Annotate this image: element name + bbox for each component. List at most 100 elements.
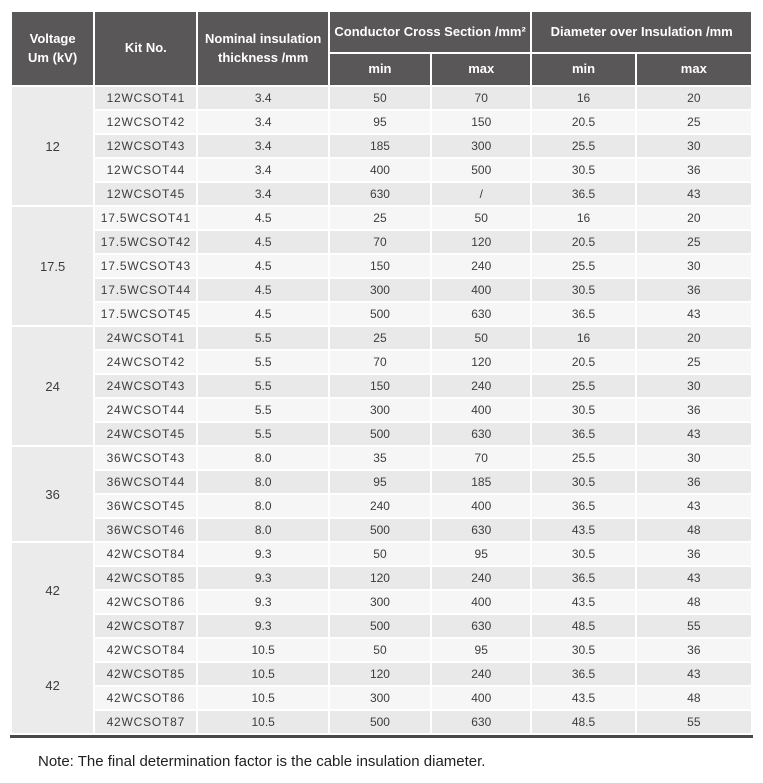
dia-min-cell: 25.5 [532,135,635,157]
thickness-cell: 8.0 [198,447,328,469]
dia-min-cell: 43.5 [532,687,635,709]
voltage-label: 12 [45,138,60,154]
ccs-max-cell: 630 [432,615,531,637]
voltage-cell: 42 42 [12,543,94,733]
dia-min-cell: 36.5 [532,495,635,517]
dia-min-cell: 20.5 [532,351,635,373]
dia-min-cell: 43.5 [532,519,635,541]
dia-max-cell: 30 [636,375,751,397]
kit-no-cell: 24WCSOT43 [95,375,197,397]
ccs-max-cell: 185 [432,471,531,493]
dia-max-cell: 36 [636,543,751,565]
dia-min-cell: 43.5 [532,591,635,613]
dia-max-cell: 36 [636,399,751,421]
ccs-max-cell: 500 [432,159,531,181]
ccs-max-cell: / [432,183,531,205]
dia-min-cell: 20.5 [532,111,635,133]
table-row: 42WCSOT86 9.3 300 400 43.5 48 [12,591,751,613]
dia-min-cell: 30.5 [532,471,635,493]
ccs-min-cell: 120 [329,567,431,589]
kit-no-cell: 12WCSOT45 [95,183,197,205]
thickness-cell: 3.4 [198,87,328,109]
table-row: 42WCSOT84 10.5 50 95 30.5 36 [12,639,751,661]
nominal-header-line2: thickness /mm [217,49,309,65]
ccs-min-cell: 500 [329,615,431,637]
table-row: 42WCSOT87 9.3 500 630 48.5 55 [12,615,751,637]
col-header-ccs-max: max [432,54,531,85]
ccs-max-cell: 630 [432,711,531,733]
dia-max-cell: 20 [636,327,751,349]
ccs-min-cell: 400 [329,159,431,181]
kit-no-cell: 17.5WCSOT44 [95,279,197,301]
dia-max-cell: 25 [636,231,751,253]
dia-max-cell: 43 [636,567,751,589]
thickness-cell: 8.0 [198,471,328,493]
thickness-cell: 10.5 [198,687,328,709]
thickness-cell: 4.5 [198,255,328,277]
table-row: 17.5WCSOT44 4.5 300 400 30.5 36 [12,279,751,301]
dia-min-cell: 36.5 [532,183,635,205]
ccs-min-cell: 95 [329,471,431,493]
ccs-max-cell: 120 [432,231,531,253]
dia-max-cell: 30 [636,447,751,469]
bottom-rule [10,735,753,738]
dia-min-cell: 36.5 [532,423,635,445]
voltage-stack: 42 42 [12,543,93,733]
ccs-min-cell: 630 [329,183,431,205]
kit-no-cell: 12WCSOT44 [95,159,197,181]
dia-min-cell: 30.5 [532,159,635,181]
dia-min-cell: 48.5 [532,711,635,733]
ccs-min-cell: 70 [329,351,431,373]
table-row: 12WCSOT42 3.4 95 150 20.5 25 [12,111,751,133]
dia-max-cell: 36 [636,471,751,493]
thickness-cell: 5.5 [198,375,328,397]
table-row: 42WCSOT87 10.5 500 630 48.5 55 [12,711,751,733]
kit-no-cell: 42WCSOT86 [95,591,197,613]
table-row: 36WCSOT44 8.0 95 185 30.5 36 [12,471,751,493]
kit-no-cell: 36WCSOT43 [95,447,197,469]
voltage-label: 17.5 [39,258,66,274]
thickness-cell: 4.5 [198,231,328,253]
kit-no-cell: 17.5WCSOT42 [95,231,197,253]
table-row: 42WCSOT86 10.5 300 400 43.5 48 [12,687,751,709]
kit-no-cell: 42WCSOT84 [95,543,197,565]
dia-min-cell: 16 [532,87,635,109]
ccs-max-cell: 400 [432,495,531,517]
kit-no-cell: 24WCSOT41 [95,327,197,349]
table-row: 12 12WCSOT41 3.4 50 70 16 20 [12,87,751,205]
col-header-dia-max: max [636,54,751,85]
ccs-min-cell: 500 [329,711,431,733]
ccs-min-cell: 25 [329,207,431,229]
ccs-min-cell: 150 [329,375,431,397]
table-row: 42 42 42WCSOT84 9.3 50 95 30.5 36 [12,543,751,733]
table-row: 17.5WCSOT42 4.5 70 120 20.5 25 [12,231,751,253]
thickness-cell: 10.5 [198,663,328,685]
dia-min-cell: 25.5 [532,255,635,277]
nominal-header-line1: Nominal insulation [205,30,322,46]
kit-no-cell: 17.5WCSOT41 [95,207,197,229]
kit-no-cell: 17.5WCSOT43 [95,255,197,277]
voltage-stack: 36 [12,447,93,541]
kit-no-cell: 24WCSOT45 [95,423,197,445]
dia-min-cell: 30.5 [532,279,635,301]
dia-min-cell: 36.5 [532,567,635,589]
kit-selection-table: Voltage Um (kV) Kit No. Nominal insulatio… [10,10,753,735]
dia-max-cell: 25 [636,111,751,133]
ccs-min-cell: 300 [329,399,431,421]
ccs-min-cell: 50 [329,543,431,565]
kit-no-cell: 12WCSOT41 [95,87,197,109]
kit-no-cell: 42WCSOT85 [95,663,197,685]
ccs-max-cell: 70 [432,87,531,109]
thickness-cell: 3.4 [198,159,328,181]
voltage-label: 42 [45,678,60,693]
kit-no-cell: 42WCSOT85 [95,567,197,589]
ccs-min-cell: 95 [329,111,431,133]
kit-no-cell: 24WCSOT42 [95,351,197,373]
voltage-cell: 17.5 [12,207,94,325]
ccs-max-cell: 240 [432,567,531,589]
ccs-min-cell: 150 [329,255,431,277]
ccs-max-cell: 630 [432,303,531,325]
ccs-max-cell: 400 [432,399,531,421]
ccs-min-cell: 500 [329,423,431,445]
ccs-max-cell: 50 [432,327,531,349]
